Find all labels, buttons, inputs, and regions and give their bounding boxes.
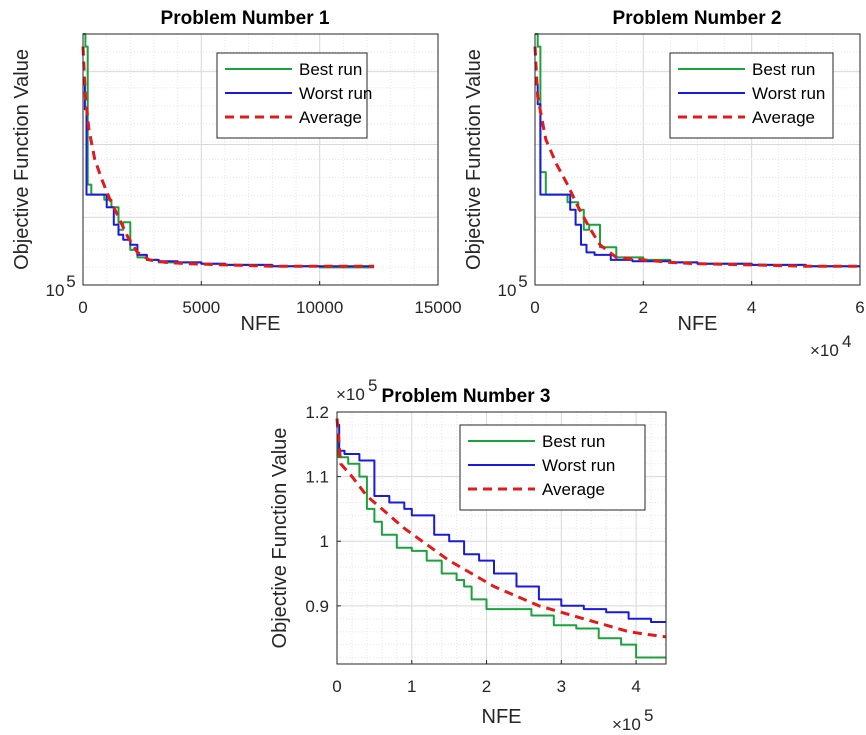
- x-multiplier-exponent: 5: [644, 706, 653, 725]
- y-tick-exponent: 5: [518, 272, 527, 291]
- y-axis-label: Objective Function Value: [269, 428, 291, 649]
- chart-1: 0 5000 10000 15000 10 5 Problem Number 1 NFE Obj…: [11, 8, 462, 335]
- legend-label: Average: [752, 108, 815, 127]
- x-tick-label: 4: [747, 298, 756, 317]
- legend-label: Average: [299, 108, 362, 127]
- x-multiplier-exponent: 4: [842, 332, 851, 351]
- series-line-average: [335, 418, 667, 639]
- chart-title: Problem Number 1: [161, 8, 330, 29]
- legend-box: [459, 424, 646, 511]
- legend-label: Best run: [542, 432, 605, 451]
- x-tick-label: 1: [407, 677, 416, 696]
- legend-box: [669, 52, 834, 139]
- y-tick-label: 10: [46, 281, 65, 300]
- axes-box: [534, 33, 861, 286]
- y-multiplier-exponent: 5: [368, 376, 377, 395]
- x-tick-label: 6: [855, 298, 864, 317]
- x-tick-label: 0: [530, 298, 539, 317]
- axes-box: [336, 411, 667, 665]
- chart-title: Problem Number 3: [382, 386, 551, 407]
- legend-label: Average: [542, 480, 605, 499]
- y-axis-label: Objective Function Value: [11, 49, 33, 270]
- y-tick-exponent: 5: [66, 272, 75, 291]
- x-axis-label: NFE: [678, 313, 718, 335]
- series-line-average: [533, 46, 860, 268]
- axes-box: [82, 33, 439, 286]
- legend: Best run Worst run Average: [459, 424, 646, 511]
- series-line-worst-run: [337, 423, 666, 623]
- x-tick-label: 0: [78, 298, 87, 317]
- legend-label: Worst run: [542, 456, 615, 475]
- legend-label: Best run: [752, 60, 815, 79]
- y-axis-label: Objective Function Value: [463, 49, 485, 270]
- x-axis-label: NFE: [482, 706, 522, 728]
- series-line-average: [81, 46, 375, 268]
- y-tick-label: 10: [498, 281, 517, 300]
- y-tick-label: 1: [320, 532, 329, 551]
- x-multiplier: ×10: [810, 341, 839, 360]
- x-tick-label: 5000: [182, 298, 220, 317]
- y-tick-label: 0.9: [305, 597, 329, 616]
- legend-label: Best run: [299, 60, 362, 79]
- x-axis-label: NFE: [241, 313, 281, 335]
- legend-box: [216, 52, 368, 139]
- legend: Best run Worst run Average: [216, 52, 372, 139]
- series-line-best-run: [337, 436, 666, 659]
- x-tick-label: 4: [631, 677, 640, 696]
- legend: Best run Worst run Average: [669, 52, 834, 139]
- x-tick-label: 3: [557, 677, 566, 696]
- x-tick-label: 2: [639, 298, 648, 317]
- legend-label: Worst run: [752, 84, 825, 103]
- legend-label: Worst run: [299, 84, 372, 103]
- y-tick-label: 1.2: [305, 403, 329, 422]
- x-tick-label: 0: [332, 677, 341, 696]
- x-multiplier: ×10: [612, 715, 641, 734]
- x-tick-label: 10000: [296, 298, 343, 317]
- x-tick-label: 15000: [414, 298, 461, 317]
- chart-title: Problem Number 2: [613, 8, 782, 29]
- y-multiplier: ×10: [336, 385, 365, 404]
- x-tick-label: 2: [482, 677, 491, 696]
- y-tick-label: 1.1: [305, 468, 329, 487]
